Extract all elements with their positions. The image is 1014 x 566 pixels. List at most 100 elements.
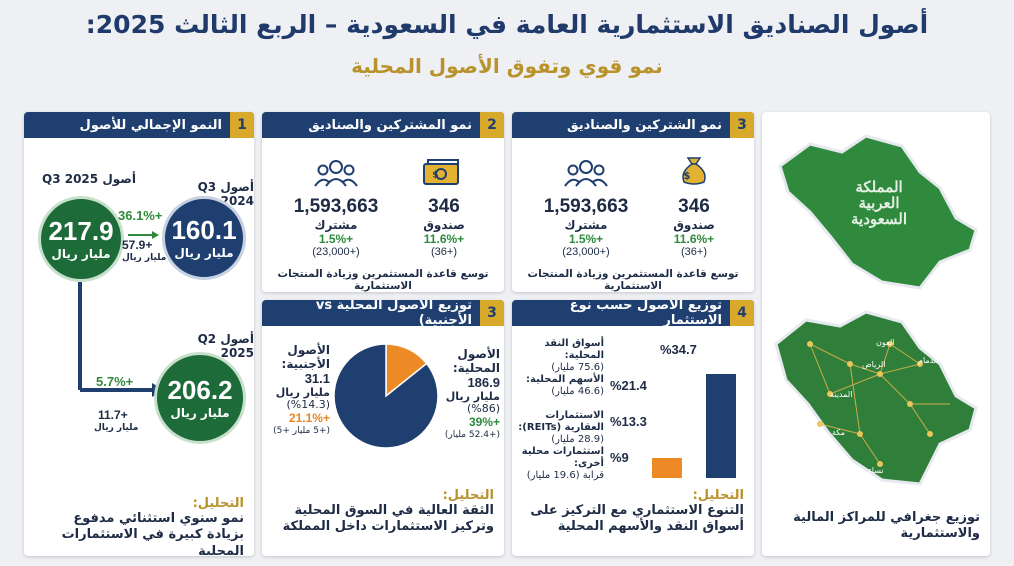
foreign-growth: +21.1% (288, 410, 330, 425)
bar-local-money-markets (706, 373, 736, 478)
city-label-6: العون (876, 338, 895, 347)
city-label-7: نساء (868, 466, 884, 475)
analysis-text: نمو سنوي استثنائي مدفوع بزيادة كبيرة في … (61, 511, 244, 556)
users-icon (314, 158, 358, 188)
foreign-share: (%14.3) (286, 398, 330, 412)
foreign-title: الأصول الأجنبية: (281, 343, 330, 371)
panel-note: توسع قاعدة المستثمرين وزيادة المنتجات ال… (277, 268, 489, 292)
bar-category-label: أسواق النقد المحلية: (75.6 مليار) (544, 338, 604, 373)
svg-text:$: $ (684, 171, 691, 182)
map-text-2: العربية (858, 193, 900, 212)
funds-pct: +11.6% (423, 232, 465, 246)
bar-chart: أسواق النقد المحلية: (75.6 مليار) %34.7 الأ… (512, 334, 754, 484)
panel-number: 1 (230, 112, 254, 138)
bar-value-label: %13.3 (610, 414, 647, 429)
funds-delta: (+36) (680, 246, 707, 258)
panel-header: 3 توزيع الأصول المحلية vs الأجنبية) (262, 300, 504, 328)
panel-note: توسع قاعدة المستثمرين وزيادة المنتجات ال… (527, 268, 739, 292)
growth-qoq-unit: مليار ريال (94, 423, 139, 433)
analysis-label: التحليل: (442, 488, 494, 503)
panel-local-vs-foreign: 3 توزيع الأصول المحلية vs الأجنبية) الأص… (262, 300, 504, 556)
arrow-yoy-icon (126, 225, 160, 239)
growth-yoy-pct: +36.1% (118, 208, 163, 223)
q2-2025-circle: 206.2 مليار ريال (154, 352, 246, 444)
money-icon: $ (422, 156, 462, 188)
city-label-5: الدمام (918, 356, 939, 365)
local-growth: +39% (468, 414, 500, 429)
subscribers-delta: (+23,000) (312, 246, 360, 258)
analysis-text: التنوع الاستثماري مع التركيز على أسواق ا… (530, 503, 744, 535)
panel-number: 3 (730, 112, 754, 138)
funds-value: 346 (428, 196, 460, 217)
q2-2025-value: 206.2 (167, 374, 233, 405)
city-label-3: جدة (798, 420, 812, 429)
local-share: (%86) (466, 402, 500, 416)
subscribers-pct: +1.5% (318, 232, 354, 246)
panel-title: نمو المشتركين والصناديق (308, 117, 472, 133)
bar-value-label: %34.7 (660, 342, 697, 357)
subscribers-label: مشترك (314, 218, 358, 232)
city-label-4: مكة (832, 428, 845, 437)
panel-header: 2 نمو المشتركين والصناديق (262, 112, 504, 138)
users-icon (564, 158, 608, 188)
funds-pct: +11.6% (673, 232, 715, 246)
growth-qoq-abs: +11.7 (98, 408, 128, 422)
analysis-label: التحليل: (692, 488, 744, 503)
funds-label: صندوق (423, 218, 465, 232)
funds-delta: (+36) (430, 246, 457, 258)
map-text-3: السعودية (850, 209, 907, 228)
subscribers-pct: +1.5% (568, 232, 604, 246)
pie-chart (333, 343, 439, 449)
growth-yoy-unit: مليار ريال (122, 253, 167, 263)
panel-header: 4 توزيع الأصول حسب نوع الاستثمار (512, 300, 754, 328)
bar-value-label: %21.4 (610, 378, 647, 393)
analysis-text: الثقة العالية في السوق المحلية وتركيز ال… (282, 503, 494, 535)
subscribers-label: مشترك (564, 218, 608, 232)
money-bag-icon: $ (676, 152, 712, 188)
panel-total-growth: 1 النمو الإجمالي للأصول أصول Q3 2025 أصو… (24, 112, 254, 556)
panel-header: 1 النمو الإجمالي للأصول (24, 112, 254, 138)
panel-distribution-by-type: 4 توزيع الأصول حسب نوع الاستثمار أسواق ا… (512, 300, 754, 556)
q3-2025-unit: مليار ريال (51, 246, 111, 261)
analysis-label: التحليل: (192, 496, 244, 511)
panel-number: 2 (480, 112, 504, 138)
local-value: 186.9 (467, 374, 500, 390)
q3-2025-label: أصول Q3 2025 (42, 172, 136, 186)
q3-2024-value: 160.1 (171, 214, 237, 245)
growth-yoy-abs: +57.9 (122, 238, 153, 252)
q3-2024-circle: 160.1 مليار ريال (162, 196, 246, 280)
foreign-value: 31.1 (304, 370, 330, 386)
bar-reits (652, 458, 682, 478)
panel-header: 3 نمو الشتركين والصناديق (512, 112, 754, 138)
panel-title: توزيع الأصول حسب نوع الاستثمار (569, 300, 722, 328)
bar-category-label: الأسهم المحلية: (46.6 مليار) (526, 374, 604, 397)
panel-map: المملكة العربية السعودية الر (762, 112, 990, 556)
subscribers-delta: (+23,000) (562, 246, 610, 258)
funds-value: 346 (678, 196, 710, 217)
local-title: الأصول المحلية: (452, 347, 500, 375)
panel-title: النمو الإجمالي للأصول (79, 117, 222, 133)
map-caption: توزيع جغرافي للمراكز المالية والاستثماري… (793, 510, 980, 542)
city-label-2: المدينة (830, 390, 853, 399)
city-label-1: الرياض (862, 360, 886, 369)
bar-category-label: الاستثمارات العقارية (REITs): (28.9 مليار… (518, 410, 604, 445)
q3-2025-circle: 217.9 مليار ريال (38, 196, 124, 282)
funds-label: صندوق (673, 218, 715, 232)
page-title: أصول الصناديق الاستثمارية العامة في السع… (85, 10, 929, 39)
pie-slice-local (333, 343, 439, 449)
bar-value-label: %9 (610, 450, 629, 465)
q2-2025-label: أصول Q2 2025 (197, 332, 254, 360)
subscribers-value: 1,593,663 (543, 196, 629, 217)
local-unit: مليار ريال (445, 389, 500, 403)
page-subtitle: نمو قوي وتفوق الأصول المحلية (351, 54, 663, 78)
q3-2025-value: 217.9 (48, 215, 114, 246)
bar-category-label: استثمارات محلية أخرى: قرابة (19.6 مليار) (521, 446, 604, 481)
subscribers-value: 1,593,663 (293, 196, 379, 217)
local-growth-abs: (+52.4 مليار) (444, 429, 500, 440)
svg-text:$: $ (432, 171, 438, 181)
map-text-1: المملكة (855, 178, 903, 196)
foreign-growth-abs: (+5 مليار +5) (273, 425, 330, 436)
q3-2024-unit: مليار ريال (174, 245, 234, 260)
panel-title: توزيع الأصول المحلية vs الأجنبية) (315, 300, 472, 328)
saudi-map-cities: الرياض المدينة جدة مكة الدمام العون نساء (770, 304, 982, 500)
